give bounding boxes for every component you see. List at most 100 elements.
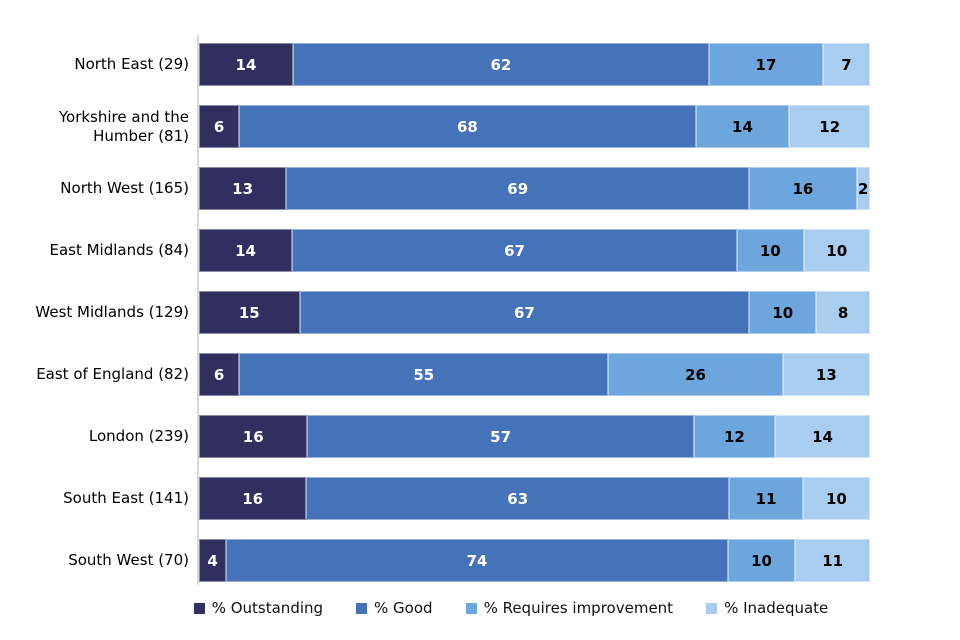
chart-row: London (239) 16 57 12 14 bbox=[0, 415, 870, 458]
segment-value-label: 17 bbox=[755, 55, 777, 74]
bar-segment-outstanding: 16 bbox=[199, 477, 307, 520]
chart-row: North West (165) 13 69 16 2 bbox=[0, 167, 870, 210]
bar-segment-good: 74 bbox=[226, 539, 728, 582]
segment-value-label: 4 bbox=[207, 551, 218, 570]
bar-segment-inadequate: 10 bbox=[803, 229, 870, 272]
bar-segment-inadequate: 13 bbox=[782, 353, 870, 396]
bar-segment-outstanding: 14 bbox=[199, 43, 293, 86]
segment-value-label: 13 bbox=[232, 179, 254, 198]
bar-segment-inadequate: 8 bbox=[816, 291, 870, 334]
legend-swatch-inadequate bbox=[706, 602, 718, 614]
bar-segment-requires-improvement: 12 bbox=[693, 415, 776, 458]
category-label: London (239) bbox=[88, 427, 189, 446]
segment-value-label: 14 bbox=[812, 427, 833, 446]
segment-value-label: 14 bbox=[235, 241, 256, 260]
category-label: Yorkshire and the Humber (81) bbox=[58, 107, 189, 145]
segment-value-label: 10 bbox=[826, 241, 848, 260]
bar-segment-good: 68 bbox=[239, 105, 696, 148]
legend: % Outstanding % Good % Requires improvemen… bbox=[0, 599, 960, 617]
segment-value-label: 8 bbox=[837, 303, 849, 322]
bar-segment-inadequate: 10 bbox=[802, 477, 870, 520]
segment-value-label: 10 bbox=[825, 489, 847, 508]
segment-value-label: 10 bbox=[772, 303, 794, 322]
legend-label: % Outstanding bbox=[211, 599, 324, 617]
segment-value-label: 10 bbox=[759, 241, 781, 260]
bar-segment-requires-improvement: 14 bbox=[695, 105, 790, 148]
segment-value-label: 55 bbox=[413, 365, 435, 384]
bar-segment-outstanding: 6 bbox=[199, 353, 240, 396]
category-label: North West (165) bbox=[60, 179, 189, 198]
bar-segment-outstanding: 14 bbox=[199, 229, 292, 272]
segment-value-label: 74 bbox=[466, 551, 488, 570]
stacked-bar: 16 63 11 10 bbox=[199, 477, 870, 520]
bar-segment-inadequate: 2 bbox=[856, 167, 870, 210]
bar-segment-requires-improvement: 10 bbox=[749, 291, 817, 334]
segment-value-label: 2 bbox=[858, 179, 869, 198]
bar-segment-good: 67 bbox=[292, 229, 738, 272]
bar-segment-good: 57 bbox=[307, 415, 694, 458]
segment-value-label: 12 bbox=[723, 427, 745, 446]
stacked-bar: 14 67 10 10 bbox=[199, 229, 870, 272]
stacked-bar: 15 67 10 8 bbox=[199, 291, 870, 334]
segment-value-label: 63 bbox=[507, 489, 529, 508]
stacked-bar: 4 74 10 11 bbox=[199, 539, 870, 582]
chart-row: Yorkshire and the Humber (81) 6 68 14 12 bbox=[0, 105, 870, 148]
stacked-bar: 13 69 16 2 bbox=[199, 167, 870, 210]
bar-segment-requires-improvement: 10 bbox=[727, 539, 796, 582]
bar-segment-requires-improvement: 16 bbox=[749, 167, 857, 210]
chart-row: East of England (82) 6 55 26 13 bbox=[0, 353, 870, 396]
segment-value-label: 62 bbox=[490, 55, 512, 74]
segment-value-label: 6 bbox=[213, 117, 225, 136]
bar-segment-requires-improvement: 10 bbox=[737, 229, 804, 272]
bar-segment-inadequate: 7 bbox=[823, 43, 870, 86]
segment-value-label: 67 bbox=[504, 241, 525, 260]
segment-value-label: 16 bbox=[242, 489, 264, 508]
category-label: North East (29) bbox=[74, 55, 189, 74]
segment-value-label: 67 bbox=[513, 303, 535, 322]
legend-swatch-outstanding bbox=[193, 602, 205, 614]
bar-segment-outstanding: 15 bbox=[199, 291, 300, 334]
chart-row: West Midlands (129) 15 67 10 8 bbox=[0, 291, 870, 334]
category-label: South West (70) bbox=[68, 551, 189, 570]
segment-value-label: 11 bbox=[822, 551, 844, 570]
segment-value-label: 12 bbox=[819, 117, 841, 136]
stacked-bar: 16 57 12 14 bbox=[199, 415, 870, 458]
legend-item-requires-improvement: % Requires improvement bbox=[465, 599, 673, 617]
segment-value-label: 7 bbox=[841, 55, 852, 74]
segment-value-label: 14 bbox=[732, 117, 753, 136]
bar-segment-outstanding: 16 bbox=[199, 415, 308, 458]
category-label: South East (141) bbox=[63, 489, 189, 508]
bar-segment-outstanding: 13 bbox=[199, 167, 287, 210]
segment-value-label: 14 bbox=[235, 55, 257, 74]
segment-value-label: 57 bbox=[490, 427, 512, 446]
bar-segment-inadequate: 11 bbox=[795, 539, 870, 582]
segment-value-label: 16 bbox=[242, 427, 264, 446]
category-label: East of England (82) bbox=[36, 365, 189, 384]
bar-segment-requires-improvement: 17 bbox=[708, 43, 824, 86]
segment-value-label: 10 bbox=[751, 551, 772, 570]
category-label: West Midlands (129) bbox=[35, 303, 189, 322]
segment-value-label: 15 bbox=[238, 303, 260, 322]
bar-segment-good: 63 bbox=[306, 477, 730, 520]
segment-value-label: 13 bbox=[815, 365, 837, 384]
bar-segment-good: 67 bbox=[299, 291, 750, 334]
legend-item-outstanding: % Outstanding bbox=[193, 599, 324, 617]
segment-value-label: 26 bbox=[685, 365, 706, 384]
segment-value-label: 69 bbox=[507, 179, 529, 198]
chart-row: East Midlands (84) 14 67 10 10 bbox=[0, 229, 870, 272]
legend-label: % Good bbox=[374, 599, 433, 617]
bar-segment-inadequate: 14 bbox=[775, 415, 870, 458]
bar-segment-requires-improvement: 11 bbox=[729, 477, 803, 520]
chart-row: North East (29) 14 62 17 7 bbox=[0, 43, 870, 86]
bar-segment-good: 69 bbox=[286, 167, 750, 210]
bar-segment-inadequate: 12 bbox=[789, 105, 870, 148]
category-label: East Midlands (84) bbox=[49, 241, 189, 260]
segment-value-label: 68 bbox=[456, 117, 478, 136]
chart-row: South East (141) 16 63 11 10 bbox=[0, 477, 870, 520]
bar-segment-requires-improvement: 26 bbox=[608, 353, 783, 396]
y-axis-line bbox=[197, 35, 199, 585]
stacked-bar: 6 55 26 13 bbox=[199, 353, 870, 396]
chart-row: South West (70) 4 74 10 11 bbox=[0, 539, 870, 582]
bar-rows: North East (29) 14 62 17 7 Yorkshire and the … bbox=[0, 43, 870, 582]
bar-segment-good: 55 bbox=[239, 353, 609, 396]
